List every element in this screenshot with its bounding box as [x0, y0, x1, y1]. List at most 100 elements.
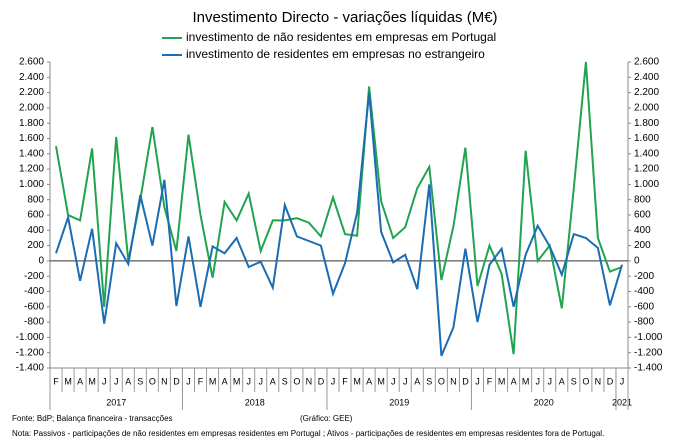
y2-tick-label: 200: [634, 240, 651, 251]
x-tick-label: N: [306, 376, 313, 386]
note: Nota: Passivos - participações de não re…: [12, 429, 604, 438]
x-tick-label: D: [173, 376, 180, 386]
y-tick-label: 600: [27, 210, 44, 221]
y2-tick-label: 1.200: [634, 164, 659, 175]
y-tick-label: -1.400: [16, 363, 45, 374]
y2-tick-label: 2.600: [634, 57, 659, 68]
x-tick-label: J: [102, 376, 107, 386]
x-tick-label: J: [186, 376, 191, 386]
y2-tick-label: 2.000: [634, 103, 659, 114]
x-tick-label: O: [438, 376, 445, 386]
year-label: 2017: [106, 397, 126, 407]
y-tick-label: 200: [27, 240, 44, 251]
x-tick-label: O: [582, 376, 589, 386]
x-tick-label: J: [114, 376, 119, 386]
y-tick-label: 1.600: [19, 133, 44, 144]
x-tick-label: M: [353, 376, 361, 386]
chart-title: Investimento Directo - variações líquida…: [192, 9, 497, 26]
series-line: [55, 92, 623, 357]
x-tick-label: M: [498, 376, 506, 386]
y2-tick-label: 800: [634, 194, 651, 205]
y2-tick-label: -400: [634, 286, 654, 297]
x-tick-label: F: [198, 376, 204, 386]
x-tick-label: F: [53, 376, 59, 386]
x-tick-label: D: [462, 376, 469, 386]
x-tick-label: A: [125, 376, 131, 386]
y-tick-label: 2.000: [19, 103, 44, 114]
y-tick-label: -600: [24, 301, 44, 312]
y2-tick-label: 2.400: [634, 72, 659, 83]
y-tick-label: 2.400: [19, 72, 44, 83]
year-label: 2018: [245, 397, 265, 407]
y-tick-label: 1.800: [19, 118, 44, 129]
x-tick-label: J: [403, 376, 408, 386]
x-tick-label: D: [318, 376, 325, 386]
year-label: 2019: [389, 397, 409, 407]
x-tick-label: A: [366, 376, 372, 386]
y-tick-label: -800: [24, 317, 44, 328]
y-tick-label: 2.600: [19, 57, 44, 68]
x-tick-label: A: [414, 376, 420, 386]
x-tick-label: S: [137, 376, 143, 386]
credit: (Gráfico: GEE): [300, 414, 353, 423]
x-tick-label: J: [391, 376, 396, 386]
x-tick-label: J: [620, 376, 625, 386]
x-tick-label: J: [475, 376, 480, 386]
x-tick-label: M: [64, 376, 72, 386]
y-tick-label: 800: [27, 194, 44, 205]
x-tick-label: N: [595, 376, 602, 386]
x-tick-label: S: [571, 376, 577, 386]
y2-tick-label: -1.000: [634, 332, 663, 343]
x-tick-label: J: [331, 376, 336, 386]
y2-tick-label: 1.600: [634, 133, 659, 144]
x-tick-label: O: [293, 376, 300, 386]
x-tick-label: D: [607, 376, 614, 386]
y-tick-label: 0: [38, 256, 44, 267]
x-tick-label: A: [77, 376, 83, 386]
x-tick-label: N: [450, 376, 457, 386]
y2-tick-label: 1.400: [634, 148, 659, 159]
y2-tick-label: -200: [634, 271, 654, 282]
x-tick-label: M: [377, 376, 385, 386]
y-tick-label: -1.000: [16, 332, 45, 343]
x-tick-label: M: [233, 376, 241, 386]
x-tick-label: A: [222, 376, 228, 386]
y2-tick-label: 1.800: [634, 118, 659, 129]
y2-tick-label: -1.200: [634, 347, 663, 358]
series-line: [55, 61, 623, 355]
year-label: 2021: [612, 397, 632, 407]
y2-tick-label: -800: [634, 317, 654, 328]
y-tick-label: -200: [24, 271, 44, 282]
x-tick-label: O: [149, 376, 156, 386]
x-tick-label: A: [270, 376, 276, 386]
x-tick-label: S: [426, 376, 432, 386]
x-tick-label: F: [342, 376, 348, 386]
x-tick-label: M: [209, 376, 217, 386]
x-tick-label: J: [535, 376, 540, 386]
year-label: 2020: [534, 397, 554, 407]
y2-tick-label: 0: [634, 256, 640, 267]
x-tick-label: M: [522, 376, 530, 386]
legend-label: investimento de residentes em empresas n…: [186, 47, 485, 61]
x-tick-label: J: [258, 376, 263, 386]
y-tick-label: -400: [24, 286, 44, 297]
y2-tick-label: 1.000: [634, 179, 659, 190]
y-tick-label: 2.200: [19, 87, 44, 98]
y-tick-label: 1.200: [19, 164, 44, 175]
y-tick-label: 400: [27, 225, 44, 236]
x-tick-label: N: [161, 376, 168, 386]
legend-label: investimento de não residentes em empres…: [186, 30, 496, 44]
y2-tick-label: 400: [634, 225, 651, 236]
x-tick-label: S: [282, 376, 288, 386]
y-tick-label: -1.200: [16, 347, 45, 358]
y2-tick-label: 2.200: [634, 87, 659, 98]
y2-tick-label: -1.400: [634, 363, 663, 374]
y2-tick-label: 600: [634, 210, 651, 221]
x-tick-label: A: [511, 376, 517, 386]
source: Fonte: BdP; Balança financeira - transac…: [12, 414, 173, 423]
y-tick-label: 1.400: [19, 148, 44, 159]
y2-tick-label: -600: [634, 301, 654, 312]
x-tick-label: J: [246, 376, 251, 386]
x-tick-label: A: [559, 376, 565, 386]
